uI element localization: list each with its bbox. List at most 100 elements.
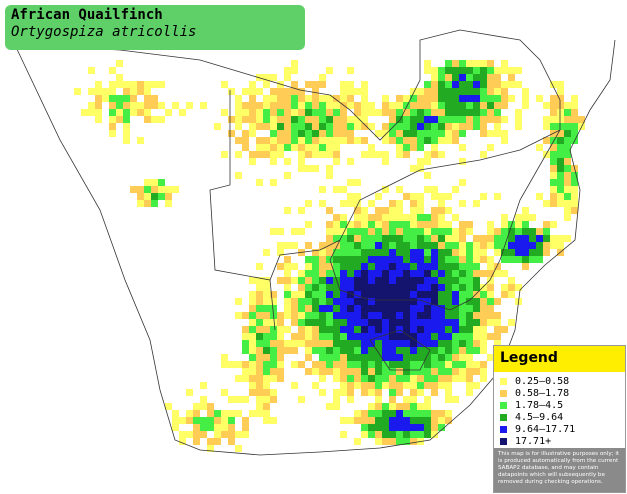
cell — [403, 256, 410, 263]
cell — [403, 221, 410, 228]
cell — [480, 193, 487, 200]
cell — [382, 242, 389, 249]
cell — [347, 298, 354, 305]
cell — [284, 312, 291, 319]
cell — [438, 228, 445, 235]
cell — [389, 270, 396, 277]
cell — [431, 130, 438, 137]
cell — [347, 319, 354, 326]
cell — [396, 291, 403, 298]
cell — [319, 81, 326, 88]
cell — [361, 298, 368, 305]
cell — [354, 193, 361, 200]
cell — [508, 256, 515, 263]
cell — [522, 221, 529, 228]
cell — [249, 151, 256, 158]
cell — [396, 256, 403, 263]
cell — [284, 326, 291, 333]
cell — [256, 123, 263, 130]
cell — [333, 263, 340, 270]
cell — [235, 445, 242, 452]
cell — [291, 109, 298, 116]
cell — [270, 298, 277, 305]
cell — [361, 417, 368, 424]
cell — [417, 235, 424, 242]
cell — [326, 403, 333, 410]
cell — [270, 305, 277, 312]
cell — [347, 368, 354, 375]
cell — [165, 200, 172, 207]
cell — [354, 368, 361, 375]
legend-swatch — [500, 389, 507, 397]
cell — [459, 102, 466, 109]
cell — [494, 74, 501, 81]
cell — [312, 298, 319, 305]
cell — [508, 228, 515, 235]
cell — [459, 319, 466, 326]
cell — [298, 165, 305, 172]
cell — [417, 291, 424, 298]
cell — [410, 165, 417, 172]
cell — [277, 354, 284, 361]
cell — [508, 319, 515, 326]
cell — [361, 116, 368, 123]
cell — [557, 123, 564, 130]
cell — [445, 375, 452, 382]
legend-label: 17.71+ — [515, 435, 552, 447]
cell — [431, 368, 438, 375]
cell — [466, 312, 473, 319]
cell — [291, 361, 298, 368]
cell — [312, 382, 319, 389]
cell — [403, 326, 410, 333]
cell — [305, 284, 312, 291]
cell — [466, 361, 473, 368]
cell — [333, 361, 340, 368]
cell — [375, 235, 382, 242]
cell — [375, 333, 382, 340]
cell — [375, 263, 382, 270]
cell — [235, 123, 242, 130]
cell — [249, 95, 256, 102]
cell — [473, 249, 480, 256]
cell — [375, 326, 382, 333]
cell — [305, 116, 312, 123]
cell — [333, 235, 340, 242]
cell — [543, 102, 550, 109]
cell — [417, 123, 424, 130]
cell — [438, 249, 445, 256]
cell — [375, 375, 382, 382]
cell — [417, 410, 424, 417]
cell — [221, 361, 228, 368]
cell — [361, 305, 368, 312]
cell — [340, 249, 347, 256]
cell — [438, 256, 445, 263]
cell — [256, 375, 263, 382]
cell — [452, 368, 459, 375]
cell — [473, 235, 480, 242]
cell — [389, 228, 396, 235]
cell — [522, 88, 529, 95]
cell — [424, 81, 431, 88]
cell — [494, 333, 501, 340]
cell — [291, 291, 298, 298]
cell — [326, 151, 333, 158]
cell — [242, 368, 249, 375]
cell — [466, 60, 473, 67]
cell — [228, 410, 235, 417]
cell — [452, 81, 459, 88]
cell — [284, 95, 291, 102]
cell — [417, 242, 424, 249]
cell — [95, 109, 102, 116]
cell — [263, 74, 270, 81]
cell — [480, 361, 487, 368]
cell — [403, 312, 410, 319]
cell — [340, 130, 347, 137]
cell — [522, 263, 529, 270]
cell — [382, 368, 389, 375]
cell — [375, 277, 382, 284]
cell — [256, 263, 263, 270]
cell — [298, 277, 305, 284]
cell — [375, 207, 382, 214]
cell — [550, 137, 557, 144]
cell — [368, 361, 375, 368]
